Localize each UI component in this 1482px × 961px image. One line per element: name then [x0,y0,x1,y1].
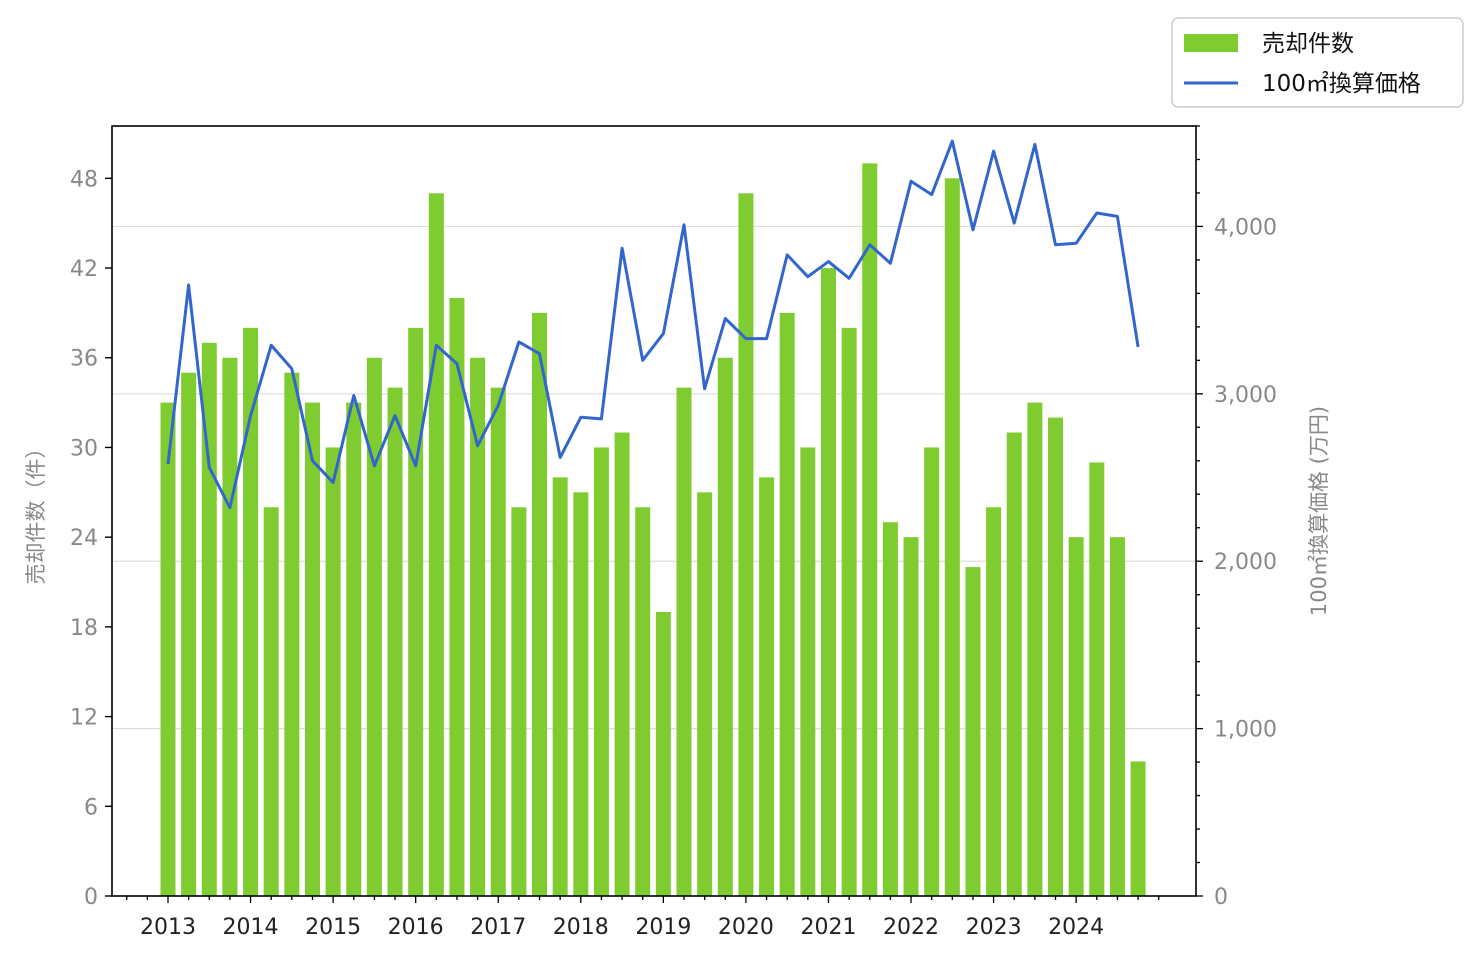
bar [304,402,320,896]
x-axis: 2013 2014 2015 2016 2017 2018 2019 2020 2021 2022… [126,896,1160,940]
x-tick-label: 2022 [883,915,939,940]
x-tick-label: 2020 [718,915,774,940]
bar [490,387,506,896]
left-tick-label: 42 [70,257,98,282]
x-tick-label: 2016 [388,915,444,940]
right-tick-label: 3,000 [1214,383,1277,408]
x-tick-label: 2015 [305,915,361,940]
x-tick-label: 2014 [223,915,279,940]
left-tick-label: 48 [70,167,98,192]
bar [882,522,898,896]
bar [986,507,1002,896]
right-axis: 0 1,000 2,000 3,000 4,000 [1196,125,1277,910]
bar [944,178,960,897]
price-line [166,139,1140,510]
left-tick-label: 30 [70,436,98,461]
bar [160,402,176,896]
bar [449,297,465,896]
bar [366,357,382,896]
left-tick-label: 0 [84,885,98,910]
bar [862,163,878,896]
bar [1027,402,1043,896]
left-tick-label: 6 [84,795,98,820]
left-axis: 0 6 12 18 24 30 36 42 48 [70,167,112,910]
x-tick-label: 2018 [553,915,609,940]
legend-label-sales-count: 売却件数 [1262,31,1354,57]
x-tick-label: 2021 [800,915,856,940]
legend: 売却件数 100㎡換算価格 [1171,17,1464,108]
bar [614,432,630,896]
bar [593,447,609,896]
bar [201,342,217,896]
x-tick-label: 2017 [470,915,526,940]
bar [717,357,733,896]
line-series [166,139,1140,510]
bar [676,387,692,896]
legend-label-price: 100㎡換算価格 [1262,71,1421,97]
bar [263,507,279,896]
left-tick-label: 12 [70,706,98,731]
right-tick-label: 2,000 [1214,550,1277,575]
bar [387,387,403,896]
bar [532,312,548,897]
right-tick-label: 0 [1214,885,1228,910]
bar [1089,462,1105,896]
x-tick-label: 2013 [140,915,196,940]
bar [573,492,589,896]
bar [965,567,981,896]
bar-series [160,163,1146,897]
bar [1006,432,1022,896]
left-tick-label: 36 [70,347,98,372]
bar [408,327,424,896]
right-axis-title: 100㎡換算価格 (万円) [1307,406,1331,616]
bar [738,193,754,896]
legend-box [1171,17,1464,108]
x-tick-label: 2024 [1048,915,1104,940]
right-tick-label: 4,000 [1214,215,1277,240]
left-tick-label: 18 [70,616,98,641]
bar [284,372,300,896]
bar [1109,537,1125,896]
bar [779,312,795,897]
bar [924,447,940,896]
bar [346,402,362,896]
bar [759,477,775,896]
bar [243,327,259,896]
bar [820,268,836,897]
bar [428,193,444,896]
bar [325,447,341,896]
left-axis-title: 売却件数（件） [24,438,48,585]
x-tick-label: 2023 [966,915,1022,940]
plot-frame [111,125,1197,897]
bar [181,372,197,896]
bar [222,357,238,896]
legend-bar-swatch [1184,34,1238,52]
bar [635,507,651,896]
bar [470,357,486,896]
bar [552,477,568,896]
bar [800,447,816,896]
bar [1130,761,1146,896]
bar [511,507,527,896]
bar [697,492,713,896]
right-tick-label: 1,000 [1214,718,1277,743]
bar [1048,417,1064,896]
bar [903,537,919,896]
x-tick-label: 2019 [635,915,691,940]
left-tick-label: 24 [70,526,98,551]
bar [1068,537,1084,896]
bar [841,327,857,896]
bar [655,611,671,896]
